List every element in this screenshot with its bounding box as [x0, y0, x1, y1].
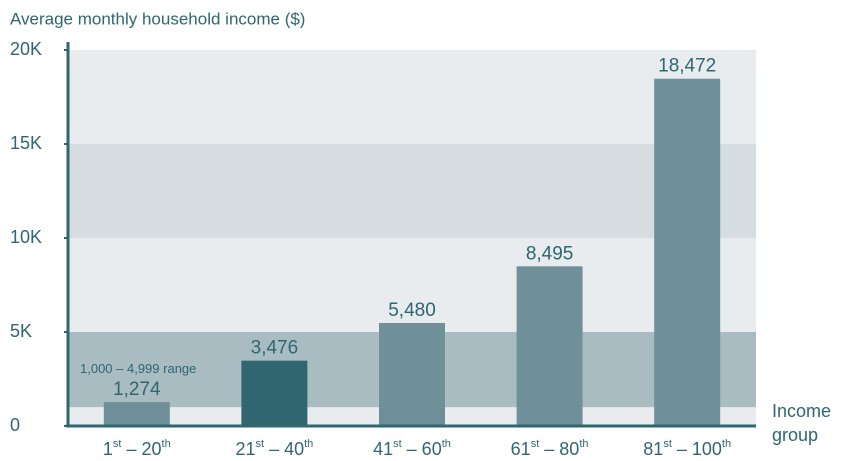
superscript: st	[393, 438, 402, 450]
y-tick-label: 15K	[10, 133, 42, 153]
chart-title: Average monthly household income ($)	[10, 9, 305, 28]
text-part: – 80	[539, 439, 579, 459]
bar	[379, 322, 445, 426]
x-tick-label: 61st – 80th	[511, 438, 589, 459]
bar	[241, 360, 308, 426]
x-axis-label: Income group	[772, 401, 831, 445]
y-tick-label: 20K	[10, 39, 42, 59]
superscript: st	[256, 438, 265, 450]
superscript: st	[113, 438, 122, 450]
text-part: – 40	[264, 439, 304, 459]
bar	[103, 402, 170, 426]
text-part: 41	[373, 439, 393, 459]
value-label: 5,480	[388, 300, 436, 321]
x-tick-label: 41st – 60th	[373, 438, 451, 459]
y-tick-label: 10K	[10, 227, 42, 247]
text-part: – 20	[121, 439, 161, 459]
label-line: Income	[772, 401, 831, 421]
background-band	[68, 144, 756, 238]
label-line: group	[772, 425, 818, 445]
y-tick-label: 5K	[10, 321, 32, 341]
background-band	[68, 50, 756, 144]
text-part: 81	[643, 439, 663, 459]
x-tick-label: 21st – 40th	[235, 438, 313, 459]
text-part: 61	[511, 439, 531, 459]
y-tick-label: 0	[10, 415, 20, 435]
background-band	[68, 238, 756, 332]
text-part: 1	[103, 439, 113, 459]
annotation: 1,000 – 4,999 range	[80, 361, 196, 376]
superscript: th	[304, 438, 313, 450]
value-label: 8,495	[526, 243, 574, 264]
text-part: – 100	[672, 439, 722, 459]
text-part: – 60	[402, 439, 442, 459]
x-tick-label: 81st – 100th	[643, 438, 731, 459]
value-label: 3,476	[251, 338, 299, 359]
value-label: 1,274	[113, 379, 161, 400]
superscript: st	[531, 438, 540, 450]
bar	[516, 266, 583, 426]
superscript: th	[579, 438, 588, 450]
text-part: 21	[235, 439, 255, 459]
superscript: st	[663, 438, 672, 450]
bar	[654, 78, 721, 426]
superscript: th	[722, 438, 731, 450]
x-tick-label: 1st – 20th	[103, 438, 171, 459]
superscript: th	[442, 438, 451, 450]
superscript: th	[162, 438, 171, 450]
value-label: 18,472	[658, 56, 716, 77]
